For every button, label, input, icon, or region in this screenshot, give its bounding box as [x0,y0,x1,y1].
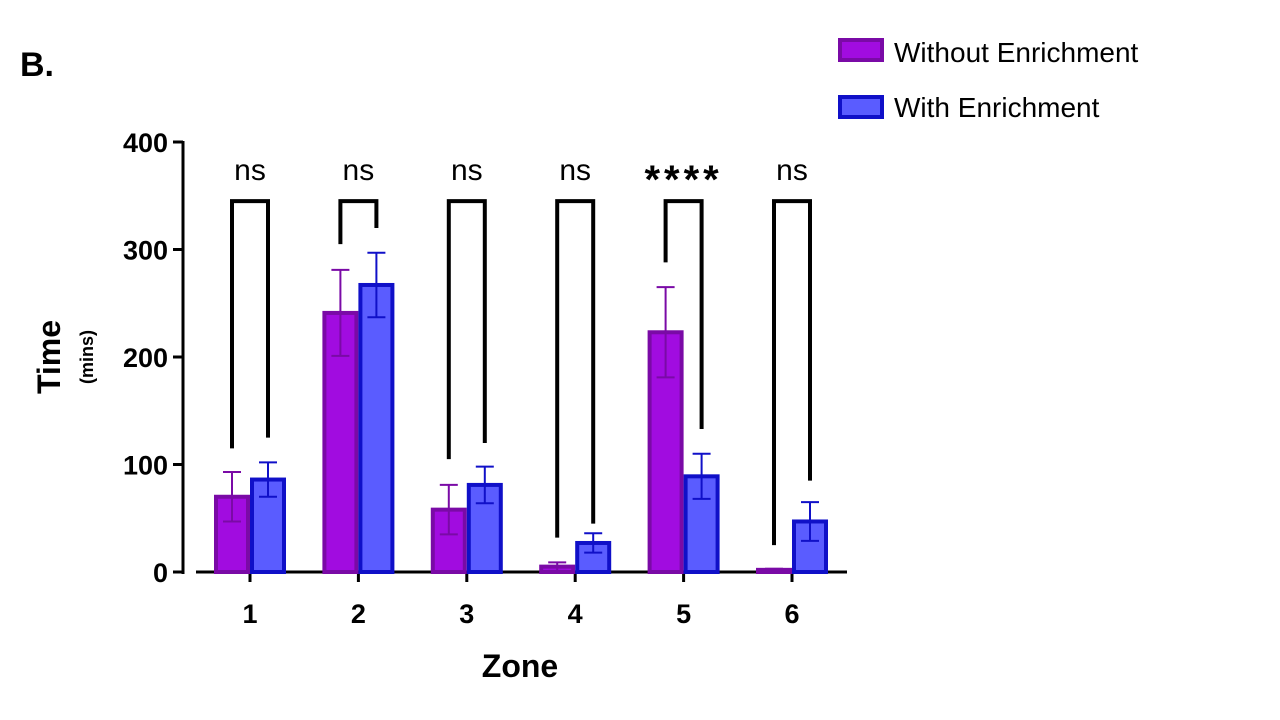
significance-label: ns [234,154,266,187]
x-tick-label: 6 [784,599,799,629]
y-tick-label: 400 [123,128,168,158]
significance-label: ns [776,154,808,187]
significance-label: **** [644,158,722,202]
significance-bracket [230,199,270,449]
y-axis-title: Time (mins) [31,320,97,394]
y-tick-label: 200 [123,343,168,373]
y-tick-label: 100 [123,451,168,481]
x-tick-label: 4 [568,599,583,629]
y-tick-label: 0 [153,558,168,588]
significance-label: ns [343,154,375,187]
legend: Without Enrichment With Enrichment [838,37,1139,123]
panel-label: B. [20,46,54,84]
y-tick-label: 300 [123,236,168,266]
y-axis-unit: (mins) [77,330,97,384]
bar-with-enrichment-zone-2 [358,282,395,574]
plot-area: 0 100 200 300 400 1 ns 2 ns 3 ns 4 ns 5 **** 6 ns [123,128,847,629]
significance-bracket [772,199,812,546]
legend-swatch-with-enrichment [838,95,884,119]
significance-bracket [663,199,704,430]
significance-label: ns [451,154,483,187]
x-tick-label: 2 [351,599,366,629]
x-axis-label: Zone [482,648,558,684]
x-tick-label: 1 [242,599,257,629]
legend-label-without-enrichment: Without Enrichment [894,37,1139,68]
significance-bracket [338,199,379,245]
significance-bracket [446,199,487,460]
x-tick-label: 3 [459,599,474,629]
significance-bracket [555,199,596,538]
legend-swatch-without-enrichment [838,38,884,62]
x-tick-label: 5 [676,599,691,629]
y-axis-label: Time [31,320,67,394]
legend-label-with-enrichment: With Enrichment [894,92,1100,123]
significance-label: ns [559,154,591,187]
